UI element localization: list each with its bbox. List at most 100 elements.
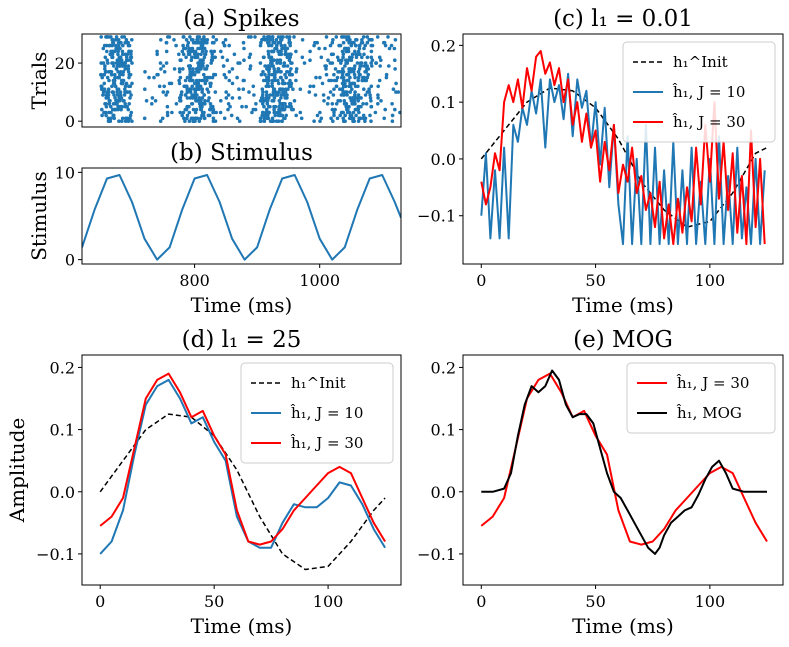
spike-dot <box>187 46 192 51</box>
spike-dot <box>121 70 126 74</box>
spike-dot <box>209 49 213 54</box>
spike-dot <box>153 99 158 103</box>
spike-dot <box>283 52 288 57</box>
spike-dot <box>279 96 283 100</box>
spike-dot <box>205 78 209 83</box>
spike-dot <box>331 93 336 97</box>
spike-dot <box>105 90 109 94</box>
panel-d: (d) l₁ = 25 −0.1 0.0 0.1 0.2 0 50 100 Time (ms) A… <box>5 327 402 638</box>
spike-dot <box>362 46 366 51</box>
legend-box <box>626 362 776 434</box>
spike-dot <box>357 116 361 121</box>
spike-dot <box>334 35 339 39</box>
spike-dot <box>174 102 179 106</box>
spike-dot <box>164 40 169 45</box>
spike-dot <box>104 35 108 39</box>
spike-dot <box>324 72 329 77</box>
spike-dot <box>182 116 186 121</box>
spike-dot <box>211 35 216 39</box>
spike-dot <box>117 64 122 68</box>
spike-dot <box>348 96 353 100</box>
spike-dot <box>318 75 322 80</box>
spike-dot <box>332 78 337 83</box>
spike-dot <box>110 61 114 65</box>
spike-dot <box>127 75 131 80</box>
spike-dot <box>219 99 223 103</box>
spike-dot <box>361 102 365 106</box>
spike-dot <box>187 104 191 109</box>
spike-dot <box>197 78 202 83</box>
spike-dot <box>345 38 349 42</box>
spike-dot <box>390 119 395 123</box>
spike-dot <box>318 110 322 115</box>
spike-dot <box>103 55 108 60</box>
spike-dot <box>285 55 290 60</box>
spike-dot <box>251 84 256 89</box>
spike-dot <box>278 70 283 74</box>
spike-dot <box>213 90 218 94</box>
spike-dot <box>188 67 192 71</box>
spike-dot <box>340 49 345 54</box>
spike-dot <box>228 104 232 109</box>
spike-dot <box>164 61 169 65</box>
spike-dot <box>200 64 204 68</box>
spike-dot <box>278 61 283 65</box>
spike-dot <box>362 64 367 68</box>
spike-dot <box>177 78 181 83</box>
spike-dot <box>336 70 340 74</box>
spike-dot <box>364 78 369 83</box>
spike-dot <box>345 35 349 39</box>
spike-dot <box>202 116 207 121</box>
spike-dot <box>241 40 246 45</box>
spike-dot <box>386 35 390 39</box>
spike-dot <box>270 61 274 65</box>
spike-dot <box>340 81 345 86</box>
spike-dot <box>172 38 176 42</box>
spike-dot <box>183 119 187 123</box>
spike-dot <box>106 116 111 121</box>
spike-dot <box>260 38 264 42</box>
spike-dot <box>119 61 124 65</box>
spike-dot <box>197 102 202 106</box>
spike-dot <box>258 61 263 65</box>
spike-dot <box>376 93 380 97</box>
spike-dot <box>246 35 251 39</box>
plot-area <box>480 50 768 246</box>
spike-dot <box>276 90 281 94</box>
spike-dot <box>124 38 129 42</box>
spike-dot <box>213 119 218 123</box>
spike-dot <box>208 81 212 86</box>
spike-dot <box>200 113 205 118</box>
spike-dot <box>248 67 252 71</box>
spike-dot <box>349 113 354 118</box>
spike-dot <box>349 43 354 48</box>
spike-dot <box>203 52 208 57</box>
spike-dot <box>162 70 167 74</box>
spike-dot <box>186 49 191 54</box>
spike-dot <box>267 96 271 100</box>
spike-dot <box>242 58 246 62</box>
spike-dot <box>266 52 271 57</box>
spike-dot <box>280 46 284 51</box>
spike-dot <box>276 35 281 39</box>
spike-dot <box>111 78 116 83</box>
x-axis-label: Time (ms) <box>572 293 674 317</box>
spike-dot <box>394 81 398 86</box>
spike-dot <box>262 35 266 39</box>
spike-dot <box>107 102 112 106</box>
spike-dot <box>262 55 266 60</box>
spike-dot <box>387 64 391 68</box>
spike-dot <box>242 46 246 51</box>
spike-dot <box>116 52 120 57</box>
spike-dot <box>273 40 277 45</box>
spike-dot <box>344 61 348 65</box>
spike-dot <box>281 64 286 68</box>
spike-dot <box>267 84 271 89</box>
spike-dot <box>278 107 283 112</box>
spike-dot <box>187 110 192 115</box>
spike-dot <box>200 110 205 115</box>
spike-dot <box>123 102 127 106</box>
spike-dot <box>265 35 270 39</box>
spike-dot <box>107 70 111 74</box>
spike-dot <box>101 90 106 94</box>
